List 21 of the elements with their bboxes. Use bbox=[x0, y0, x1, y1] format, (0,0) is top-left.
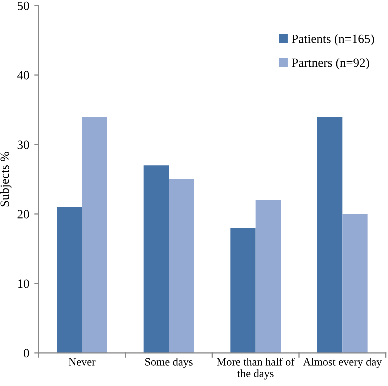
legend-label: Patients (n=165) bbox=[292, 34, 374, 46]
bar bbox=[256, 200, 282, 354]
x-tick-label: Almost every day bbox=[303, 358, 382, 368]
bar bbox=[317, 116, 343, 354]
bar bbox=[82, 116, 108, 354]
y-tick-label: 0 bbox=[24, 349, 30, 358]
y-tick-label: 10 bbox=[18, 280, 30, 288]
legend-label: Partners (n=92) bbox=[292, 58, 370, 70]
bar bbox=[169, 179, 194, 354]
bar bbox=[230, 228, 256, 354]
x-tick-label: Some days bbox=[146, 358, 193, 368]
y-axis-title: Subjects % bbox=[0, 152, 12, 207]
bar bbox=[57, 207, 82, 354]
y-tick-label: 20 bbox=[18, 210, 30, 219]
y-tick-label: 50 bbox=[18, 2, 30, 10]
x-tick-label: More than half of the days bbox=[217, 358, 295, 380]
bar bbox=[144, 166, 170, 354]
x-tick-label: Never bbox=[68, 358, 96, 366]
y-tick-label: 30 bbox=[18, 140, 30, 150]
y-tick-label: 40 bbox=[18, 71, 30, 80]
bar bbox=[342, 214, 368, 354]
